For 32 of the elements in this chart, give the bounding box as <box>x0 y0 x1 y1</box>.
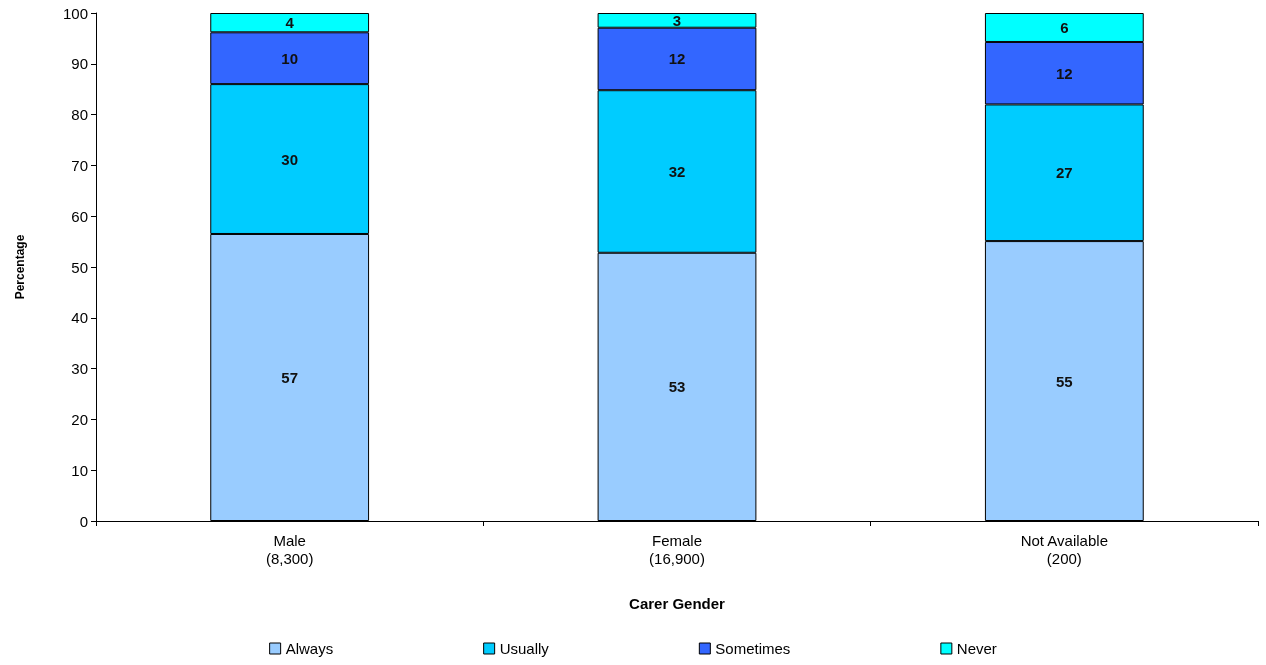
x-tick-label: Female (16,900) <box>649 531 705 567</box>
y-tick-label: 70 <box>71 156 88 174</box>
x-axis-title: Carer Gender <box>629 595 726 612</box>
data-label: 10 <box>281 49 299 67</box>
x-tick-label: Male (8,300) <box>265 531 314 567</box>
data-label: 4 <box>285 14 295 32</box>
data-label: 6 <box>1060 18 1069 36</box>
data-label: 27 <box>1055 164 1073 182</box>
y-tick-label: 20 <box>71 410 88 428</box>
data-label: 57 <box>281 368 299 386</box>
data-label: 12 <box>1055 64 1073 82</box>
y-axis-title: Percentage <box>13 234 27 300</box>
legend-label: Never <box>956 640 997 657</box>
data-label: 30 <box>281 150 299 168</box>
data-label: 12 <box>668 50 686 68</box>
legend-label: Always <box>285 640 334 657</box>
y-tick-label: 10 <box>71 461 88 479</box>
data-label: 3 <box>672 11 682 29</box>
y-tick-label: 90 <box>71 55 88 73</box>
y-tick-label: 60 <box>71 207 88 225</box>
y-tick-label: 30 <box>71 360 88 378</box>
x-tick-label: Not Available (200) <box>1020 531 1108 567</box>
y-tick-label: 100 <box>62 4 88 22</box>
data-label: 55 <box>1055 372 1073 390</box>
y-tick-label: 80 <box>71 106 88 124</box>
legend-label: Sometimes <box>715 640 791 657</box>
data-label: 32 <box>668 163 686 180</box>
y-tick-label: 40 <box>71 309 88 327</box>
y-tick-label: 0 <box>79 512 88 530</box>
legend-label: Usually <box>499 640 550 657</box>
data-label: 53 <box>668 378 686 396</box>
y-tick-label: 50 <box>71 258 88 276</box>
